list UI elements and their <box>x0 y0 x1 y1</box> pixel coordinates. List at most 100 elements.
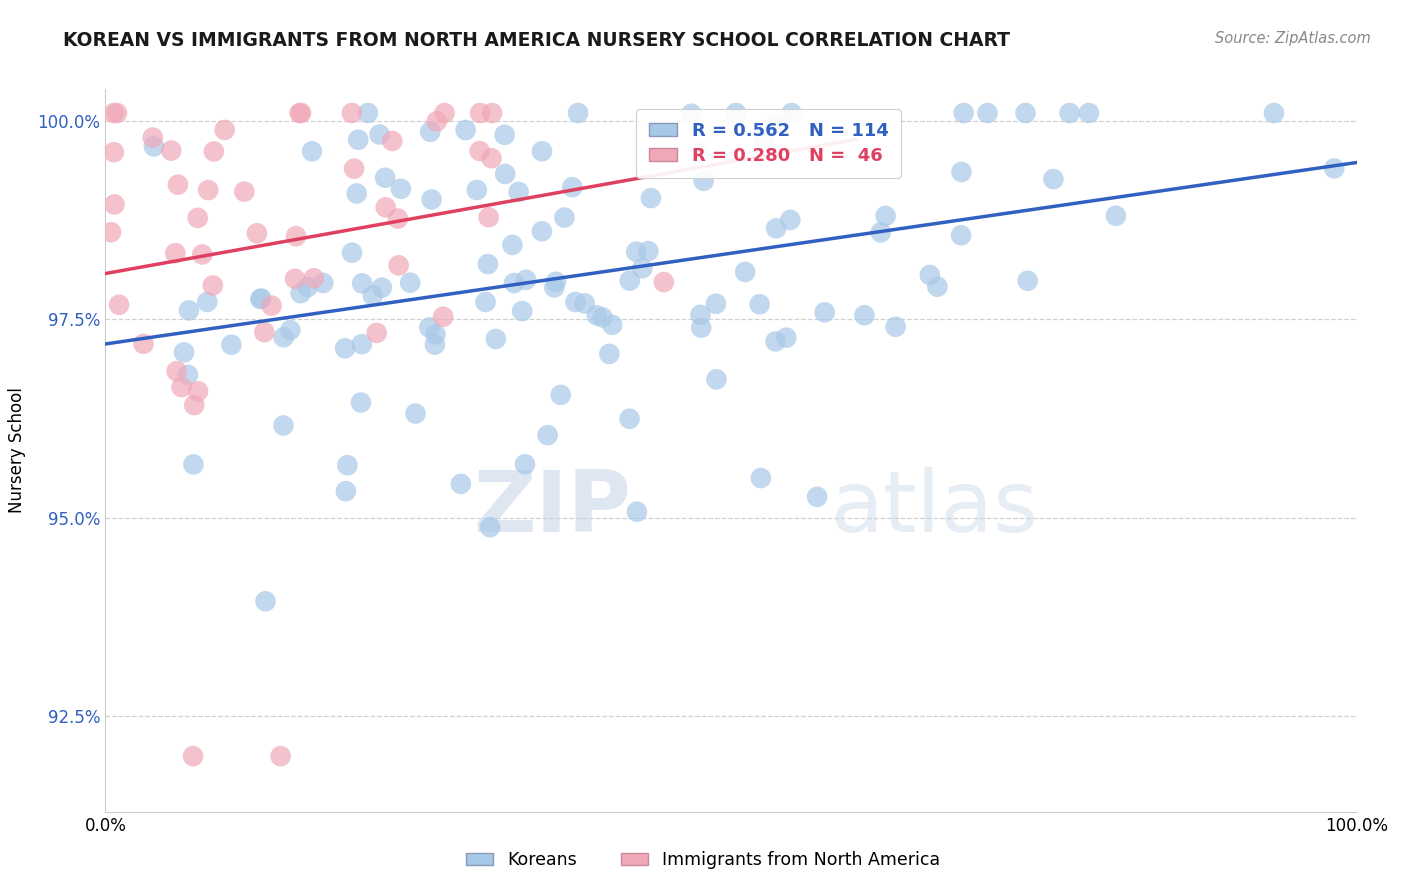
Point <box>374 201 396 215</box>
Point <box>288 106 311 120</box>
Point <box>285 229 308 244</box>
Point <box>454 123 477 137</box>
Point <box>481 106 503 120</box>
Point <box>567 106 589 120</box>
Point <box>619 412 641 426</box>
Point <box>704 297 727 311</box>
Point <box>290 286 312 301</box>
Point <box>165 246 187 260</box>
Point <box>233 185 256 199</box>
Point <box>361 288 384 302</box>
Point <box>423 337 446 351</box>
Point <box>160 144 183 158</box>
Point <box>302 271 325 285</box>
Point <box>142 139 165 153</box>
Point <box>598 347 620 361</box>
Point <box>510 304 533 318</box>
Point <box>918 268 941 282</box>
Point <box>585 308 607 322</box>
Point <box>780 106 803 120</box>
Point <box>381 134 404 148</box>
Point <box>450 476 472 491</box>
Point <box>399 276 422 290</box>
Point <box>418 320 440 334</box>
Point <box>775 331 797 345</box>
Point <box>352 277 374 291</box>
Point <box>478 211 501 225</box>
Point <box>357 106 380 120</box>
Point <box>689 308 711 322</box>
Point <box>273 330 295 344</box>
Point <box>503 276 526 290</box>
Point <box>537 428 560 442</box>
Point <box>132 336 155 351</box>
Point <box>336 458 359 473</box>
Point <box>468 144 491 158</box>
Point <box>183 398 205 412</box>
Point <box>253 325 276 339</box>
Point <box>371 280 394 294</box>
Point <box>105 106 128 120</box>
Point <box>724 106 747 120</box>
Point <box>494 167 516 181</box>
Point <box>347 133 370 147</box>
Point <box>550 388 572 402</box>
Point <box>574 296 596 310</box>
Point <box>853 308 876 322</box>
Point <box>103 145 125 160</box>
Point <box>195 294 218 309</box>
Point <box>806 490 828 504</box>
Point <box>366 326 388 340</box>
Point <box>273 418 295 433</box>
Point <box>688 145 710 159</box>
Point <box>600 318 623 332</box>
Point <box>335 484 357 499</box>
Point <box>340 245 363 260</box>
Point <box>765 334 787 349</box>
Point <box>752 132 775 146</box>
Point <box>187 211 209 225</box>
Point <box>814 305 837 319</box>
Point <box>477 257 499 271</box>
Point <box>350 337 373 351</box>
Point <box>177 368 200 382</box>
Point <box>201 278 224 293</box>
Point <box>343 161 366 176</box>
Point <box>515 273 537 287</box>
Point <box>142 130 165 145</box>
Point <box>260 299 283 313</box>
Point <box>103 106 125 120</box>
Point <box>297 280 319 294</box>
Point <box>177 303 200 318</box>
Point <box>1059 106 1081 120</box>
Point <box>543 280 565 294</box>
Point <box>389 182 412 196</box>
Point <box>681 106 703 120</box>
Point <box>976 106 998 120</box>
Point <box>433 106 456 120</box>
Point <box>468 106 491 120</box>
Point <box>387 211 409 226</box>
Point <box>1077 106 1099 120</box>
Point <box>637 244 659 259</box>
Point <box>690 320 713 334</box>
Point <box>530 224 553 238</box>
Point <box>1105 209 1128 223</box>
Point <box>167 178 190 192</box>
Point <box>181 749 204 764</box>
Point <box>312 276 335 290</box>
Point <box>191 247 214 261</box>
Point <box>544 275 567 289</box>
Point <box>270 749 292 764</box>
Point <box>214 123 236 137</box>
Point <box>619 274 641 288</box>
Point <box>692 174 714 188</box>
Text: atlas: atlas <box>831 467 1039 549</box>
Point <box>425 327 447 342</box>
Point <box>706 372 728 386</box>
Point <box>479 520 502 534</box>
Point <box>652 275 675 289</box>
Point <box>875 209 897 223</box>
Point <box>779 213 801 227</box>
Point <box>250 292 273 306</box>
